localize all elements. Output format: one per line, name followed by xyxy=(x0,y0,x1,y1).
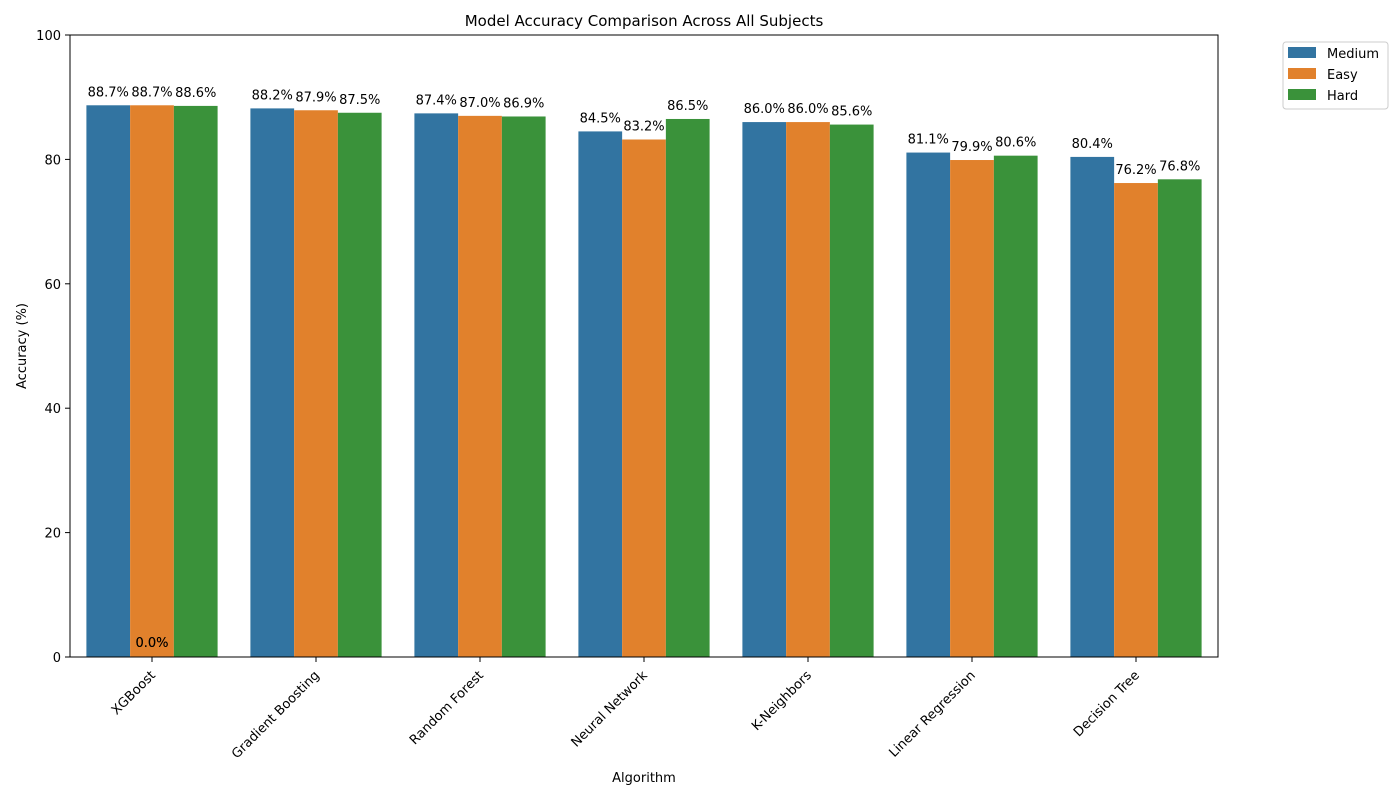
y-tick-label: 0 xyxy=(53,651,61,666)
bar-value-label: 76.8% xyxy=(1159,159,1200,174)
zero-value-label: 0.0% xyxy=(135,636,168,651)
bar-easy-6 xyxy=(1114,183,1158,657)
bar-medium-3 xyxy=(578,131,623,657)
bar-value-label: 87.9% xyxy=(295,90,336,105)
bar-hard-4 xyxy=(829,124,874,658)
y-tick-label: 20 xyxy=(44,527,61,542)
bar-medium-1 xyxy=(250,108,295,657)
bar-hard-5 xyxy=(993,155,1038,657)
bar-value-label: 83.2% xyxy=(623,119,664,134)
y-axis: 0 20 40 60 80 100 xyxy=(36,29,70,666)
legend-label: Medium xyxy=(1327,47,1379,62)
bar-easy-3 xyxy=(622,139,666,658)
y-axis-label: Accuracy (%) xyxy=(15,303,30,389)
bar-value-label: 86.0% xyxy=(744,102,785,117)
y-tick-label: 100 xyxy=(36,29,61,44)
bar-value-label: 88.7% xyxy=(88,85,129,100)
legend-label: Easy xyxy=(1327,68,1358,83)
bar-medium-4 xyxy=(742,122,787,657)
x-axis-label: Algorithm xyxy=(612,771,676,786)
legend-label: Hard xyxy=(1327,89,1358,104)
bar-value-label: 80.6% xyxy=(995,136,1036,151)
bar-easy-4 xyxy=(786,122,830,657)
bar-value-label: 81.1% xyxy=(908,133,949,148)
bar-labels-layer: 88.7% 88.2% 87.4% 84.5% 86.0% 81.1% 80.4% 88.7%… xyxy=(88,85,1201,651)
y-tick-label: 60 xyxy=(44,278,61,293)
bar-easy-2 xyxy=(458,115,502,658)
bar-hard-2 xyxy=(501,116,546,658)
bar-hard-3 xyxy=(665,118,710,658)
bar-value-label: 86.0% xyxy=(787,102,828,117)
bar-value-label: 84.5% xyxy=(580,111,621,126)
bar-value-label: 79.9% xyxy=(951,140,992,155)
legend-swatch-easy xyxy=(1288,68,1316,79)
legend: Medium Easy Hard xyxy=(1282,41,1389,110)
bar-value-label: 87.4% xyxy=(416,93,457,108)
bar-easy-1 xyxy=(294,110,338,657)
bar-value-label: 88.7% xyxy=(131,85,172,100)
legend-swatch-hard xyxy=(1288,89,1316,100)
bar-value-label: 86.9% xyxy=(503,96,544,111)
bar-medium-0 xyxy=(86,105,131,657)
bar-value-label: 88.2% xyxy=(252,88,293,103)
bar-hard-0 xyxy=(173,105,218,657)
bar-value-label: 80.4% xyxy=(1072,137,1113,152)
y-tick-label: 80 xyxy=(44,153,61,168)
bar-value-label: 86.5% xyxy=(667,99,708,114)
bar-medium-5 xyxy=(906,152,951,658)
bar-hard-1 xyxy=(337,112,382,657)
bar-hard-6 xyxy=(1157,179,1202,657)
zero-value-label: 0.0% xyxy=(135,636,168,651)
bar-easy-0 xyxy=(130,105,174,657)
bar-value-label: 88.6% xyxy=(175,86,216,101)
bar-value-label: 87.0% xyxy=(459,96,500,111)
bars-layer xyxy=(86,105,1202,658)
bar-medium-2 xyxy=(414,113,459,657)
y-tick-label: 40 xyxy=(44,402,61,417)
chart-title: Model Accuracy Comparison Across All Sub… xyxy=(465,12,824,30)
bar-value-label: 87.5% xyxy=(339,93,380,108)
bar-value-label: 76.2% xyxy=(1115,163,1156,178)
legend-swatch-medium xyxy=(1288,47,1316,58)
bar-medium-6 xyxy=(1070,156,1115,658)
bar-easy-5 xyxy=(950,160,994,657)
bar-value-label: 85.6% xyxy=(831,105,872,120)
